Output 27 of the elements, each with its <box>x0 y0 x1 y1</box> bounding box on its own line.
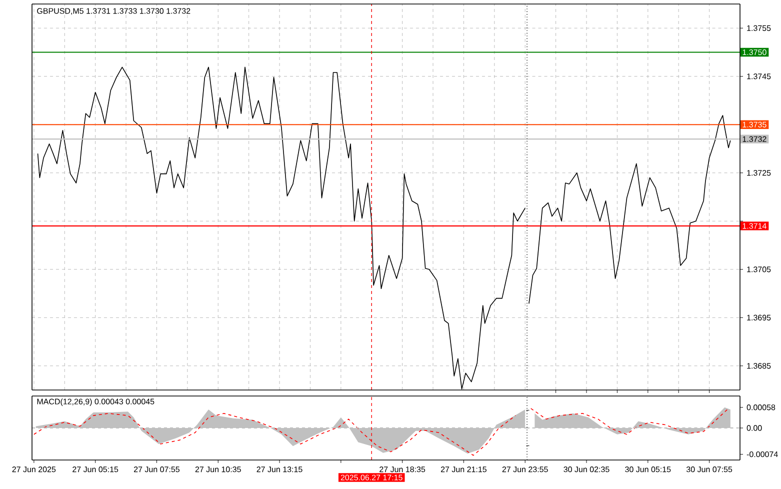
ref-line-label: 1.3732 <box>742 136 766 142</box>
y-tick-label: 1.3725 <box>747 170 771 176</box>
x-tick-label: 27 Jun 23:55 <box>502 466 548 472</box>
y-tick-label: 1.3685 <box>747 363 771 369</box>
y-tick-label: 1.3755 <box>747 25 771 31</box>
x-tick-label: 27 Jun 10:35 <box>195 466 241 472</box>
y-tick-label: 1.3705 <box>747 266 771 272</box>
x-tick-label: 27 Jun 21:15 <box>440 466 486 472</box>
chart-title: MACD(12,26,9) 0.00043 0.00045 <box>37 398 154 406</box>
y-tick-label: 0.00058 <box>746 404 776 410</box>
chart-title: GBPUSD,M5 1.3731 1.3733 1.3730 1.3732 <box>37 8 190 15</box>
y-tick-label: 1.3745 <box>747 74 771 80</box>
x-tick-label: 27 Jun 05:15 <box>72 466 118 472</box>
x-tick-label: 30 Jun 02:35 <box>564 466 610 472</box>
y-tick-label: -0.00074 <box>746 451 778 458</box>
x-tick-label: 27 Jun 2025 <box>12 466 56 472</box>
x-tick-label: 27 Jun 18:35 <box>380 466 426 472</box>
x-tick-label: 27 Jun 13:15 <box>256 466 302 472</box>
y-tick-label: 1.3695 <box>747 314 771 320</box>
ref-line-label: 1.3735 <box>742 122 766 128</box>
x-tick-label: 30 Jun 07:55 <box>686 466 732 472</box>
x-tick-label: 30 Jun 05:15 <box>625 466 671 472</box>
y-tick-label: 0.00 <box>746 425 762 431</box>
ref-line-label: 2025.06.27 17:15 <box>340 474 402 480</box>
x-tick-label: 27 Jun 07:55 <box>134 466 180 472</box>
ref-line-label: 1.3750 <box>742 49 766 56</box>
ref-line-label: 1.3714 <box>742 223 766 229</box>
